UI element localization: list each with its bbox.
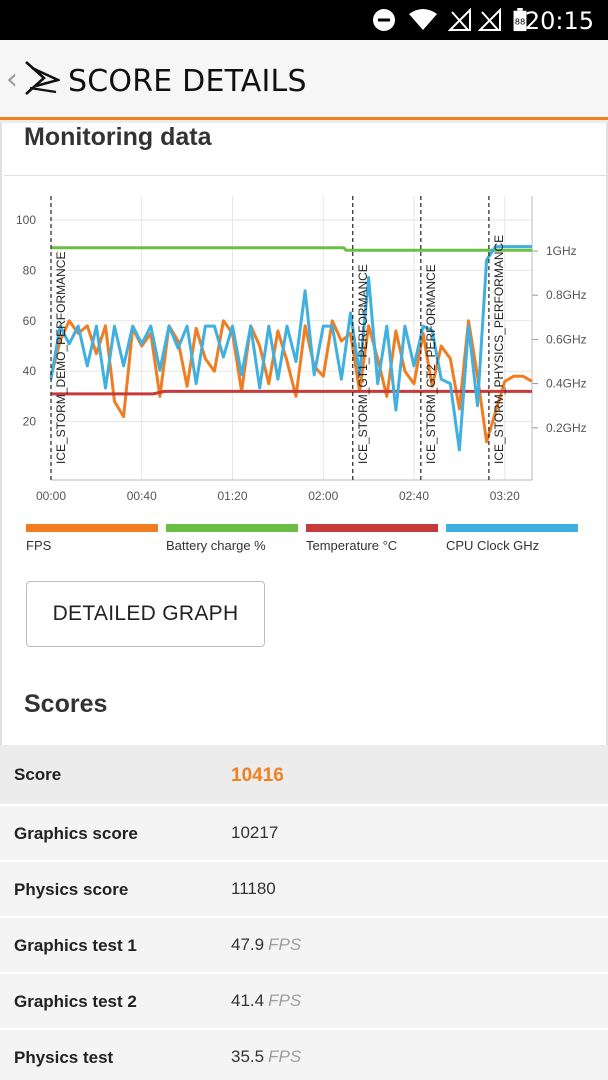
y-left-tick-label: 80 bbox=[23, 263, 37, 277]
score-name: Score bbox=[14, 765, 62, 784]
3dmark-logo-icon bbox=[25, 61, 60, 95]
y-left-tick-label: 60 bbox=[23, 314, 37, 328]
status-bar: 88 20:15 bbox=[0, 0, 608, 40]
legend-label: Battery charge % bbox=[166, 538, 266, 553]
y-right-tick-label: 0.4GHz bbox=[546, 377, 587, 391]
monitoring-chart-svg: 00:00 00:40 01:20 02:00 02:40 03:20 20 40 60 80 10… bbox=[16, 196, 587, 503]
series-line-fps bbox=[49, 319, 533, 444]
page-title: SCORE DETAILS bbox=[68, 64, 307, 99]
legend-item: Temperature °C bbox=[306, 524, 438, 553]
y-left-tick-label: 40 bbox=[23, 364, 37, 378]
x-tick-label: 00:00 bbox=[36, 489, 66, 503]
monitoring-card: Monitoring data 00:00 00:40 01:20 02:00 02:4… bbox=[0, 123, 608, 745]
svg-text:88: 88 bbox=[515, 17, 526, 27]
battery-icon: 88 bbox=[513, 8, 527, 32]
score-row: Graphics test 2 41.4 FPS bbox=[0, 974, 608, 1030]
series-line-battery-charge- bbox=[51, 246, 532, 252]
phase-marker-label: ICE_STORM_PHYSICS_PERFORMANCE bbox=[492, 235, 506, 464]
y-right-tick-label: 1GHz bbox=[546, 244, 577, 258]
chart-legend: FPS Battery charge % Temperature °C CPU Clo… bbox=[2, 524, 608, 564]
legend-item: Battery charge % bbox=[166, 524, 298, 553]
score-name: Physics score bbox=[14, 880, 129, 899]
x-tick-label: 03:20 bbox=[490, 489, 520, 503]
wifi-icon bbox=[409, 9, 437, 30]
score-value: 35.5 FPS bbox=[231, 1047, 302, 1066]
x-tick-label: 02:00 bbox=[308, 489, 338, 503]
app-bar: ‹ SCORE DETAILS bbox=[0, 40, 608, 120]
score-unit: FPS bbox=[268, 935, 302, 954]
back-button[interactable]: ‹ bbox=[6, 62, 18, 97]
x-tick-label: 00:40 bbox=[127, 489, 157, 503]
score-row: Graphics test 1 47.9 FPS bbox=[0, 918, 608, 974]
scores-title: Scores bbox=[24, 690, 108, 718]
series-line-cpu-clock-ghz bbox=[49, 245, 532, 452]
legend-item: CPU Clock GHz bbox=[446, 524, 578, 553]
y-right-tick-label: 0.6GHz bbox=[546, 332, 587, 346]
score-row: Score 10416 bbox=[0, 745, 608, 806]
score-name: Graphics test 2 bbox=[14, 992, 137, 1011]
legend-item: FPS bbox=[26, 524, 158, 553]
x-tick-label: 02:40 bbox=[399, 489, 429, 503]
score-name: Graphics score bbox=[14, 824, 138, 843]
monitoring-title: Monitoring data bbox=[24, 123, 212, 151]
y-right-tick-label: 0.8GHz bbox=[546, 288, 587, 302]
clock: 20:15 bbox=[524, 7, 594, 35]
score-row: Physics test 35.5 FPS bbox=[0, 1030, 608, 1080]
score-value: 11180 bbox=[231, 879, 276, 898]
score-value: 41.4 FPS bbox=[231, 991, 302, 1010]
y-left-tick-label: 20 bbox=[23, 415, 37, 429]
legend-swatch bbox=[306, 524, 438, 532]
score-value: 10416 bbox=[231, 765, 284, 786]
legend-label: CPU Clock GHz bbox=[446, 538, 540, 553]
no-signal-icon bbox=[478, 8, 501, 31]
score-value: 10217 bbox=[231, 823, 279, 842]
detailed-graph-button[interactable]: DETAILED GRAPH bbox=[26, 581, 265, 647]
score-unit: FPS bbox=[268, 991, 302, 1010]
score-name: Graphics test 1 bbox=[14, 936, 137, 955]
phase-marker-label: ICE_STORM_GT1_PERFORMANCE bbox=[356, 264, 370, 464]
no-signal-icon bbox=[448, 8, 471, 31]
score-name: Physics test bbox=[14, 1048, 114, 1067]
scores-table: Score 10416 Graphics score 10217 Physics sco… bbox=[0, 745, 608, 1080]
x-tick-label: 01:20 bbox=[217, 489, 247, 503]
phase-marker-label: ICE_STORM_GT2_PERFORMANCE bbox=[424, 264, 438, 464]
monitoring-chart[interactable]: 00:00 00:40 01:20 02:00 02:40 03:20 20 40 60 80 10… bbox=[4, 175, 608, 515]
do-not-disturb-icon bbox=[373, 9, 395, 31]
score-value: 47.9 FPS bbox=[231, 935, 302, 954]
series-line-temperature-c bbox=[51, 389, 532, 396]
phase-marker-label: ICE_STORM_DEMO_PERFORMANCE bbox=[54, 252, 68, 464]
legend-label: Temperature °C bbox=[306, 538, 398, 553]
legend-label: FPS bbox=[26, 538, 52, 553]
legend-swatch bbox=[446, 524, 578, 532]
score-row: Graphics score 10217 bbox=[0, 806, 608, 862]
score-row: Physics score 11180 bbox=[0, 862, 608, 918]
y-left-tick-label: 100 bbox=[16, 213, 36, 227]
y-right-tick-label: 0.2GHz bbox=[546, 421, 587, 435]
score-unit: FPS bbox=[268, 1047, 302, 1066]
legend-swatch bbox=[26, 524, 158, 532]
legend-swatch bbox=[166, 524, 298, 532]
